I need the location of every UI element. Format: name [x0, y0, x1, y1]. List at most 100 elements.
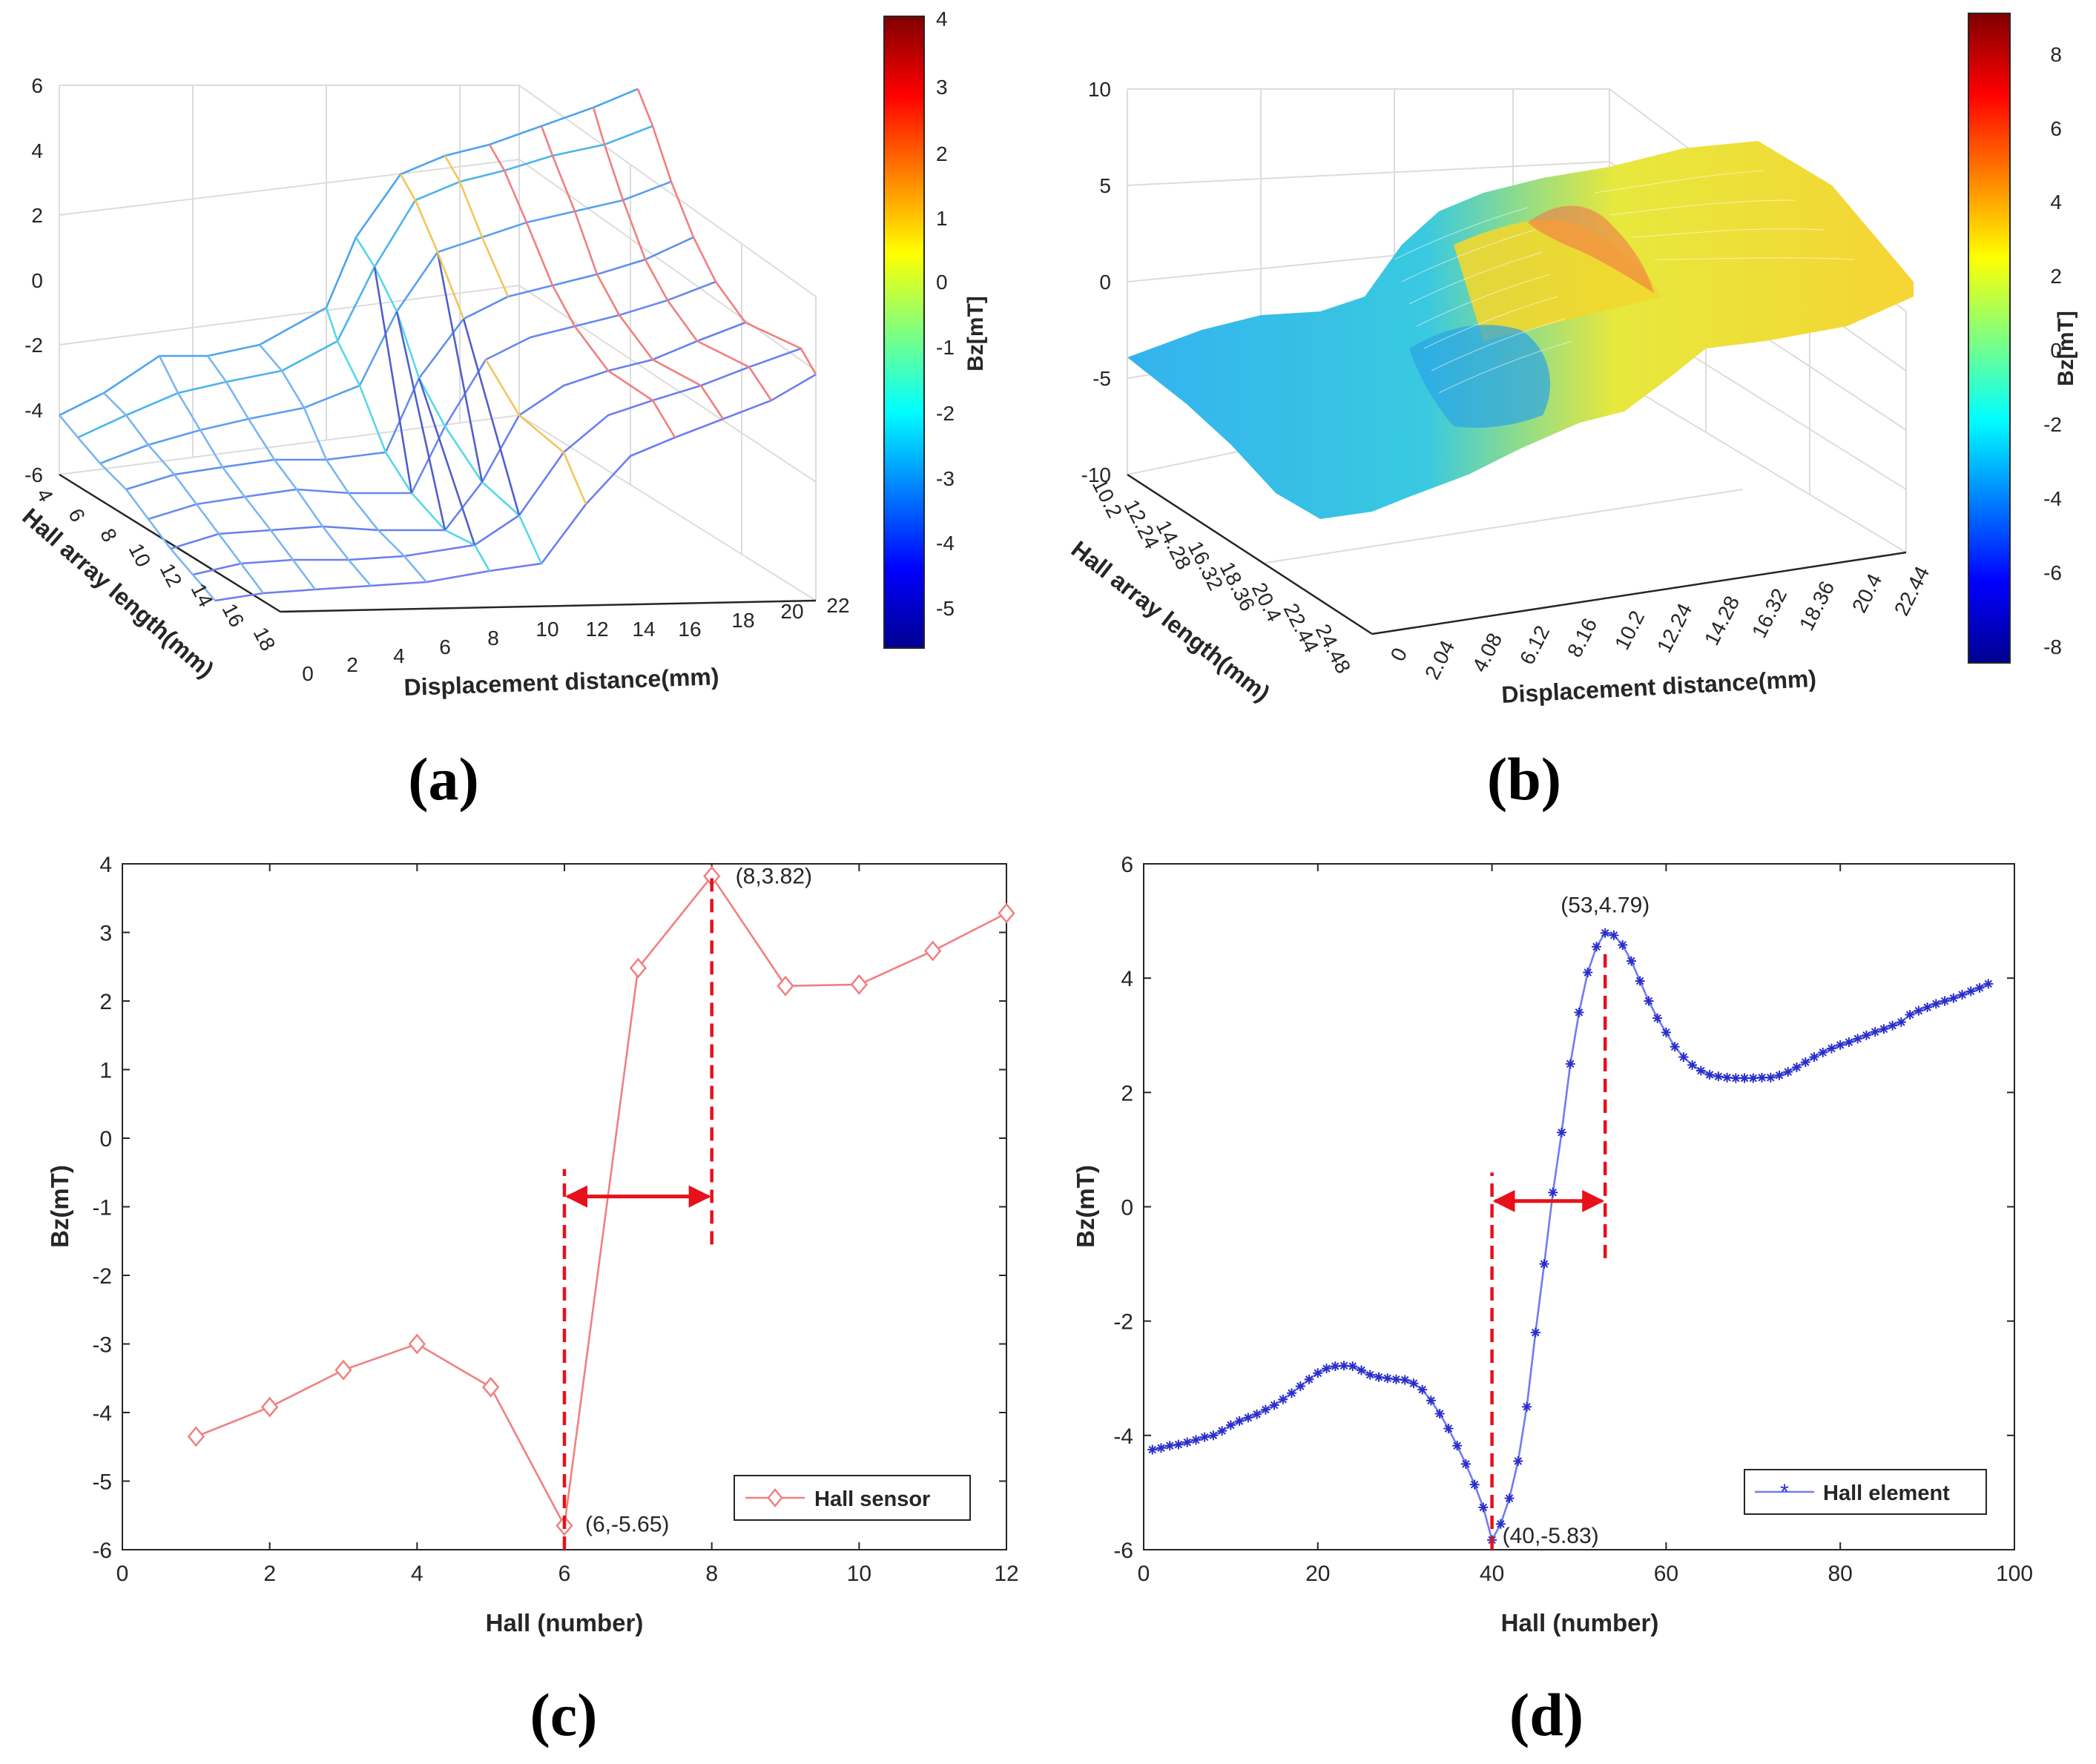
data-point	[1695, 1066, 1706, 1076]
panel-a-colorbar-scale	[883, 16, 925, 649]
data-point	[629, 957, 647, 979]
panel-a-z-tick: 4	[31, 139, 43, 162]
panel-a-x-ticks: 0 2 4 6 8 10 12 14 16 18 20 22	[302, 594, 849, 685]
panel-d-x-label: Hall (number)	[1501, 1609, 1659, 1636]
data-point	[1365, 1370, 1375, 1380]
colorbar-tick: 3	[936, 76, 948, 99]
panel-a: 6 4 2 0 -2 -4 -6 4 6 8 10 12 14 16 18 0 …	[17, 7, 988, 813]
data-point	[1792, 1062, 1802, 1072]
panel-a-label: (a)	[408, 745, 479, 813]
panel-b-z-tick: -5	[1093, 367, 1111, 390]
panel-b-x-tick: 0	[1386, 644, 1412, 665]
data-point	[1495, 1519, 1506, 1529]
panel-a-x-tick: 4	[393, 644, 405, 667]
panel-a-z-ticks: 6 4 2 0 -2 -4 -6	[24, 74, 43, 486]
panel-d: 0 20 40 60 80 100 6 4 2 0 -2 -4 -6 (53,4…	[1072, 853, 2033, 1748]
data-point	[1957, 990, 1968, 1000]
colorbar-tick: -5	[936, 597, 955, 620]
data-point	[1408, 1378, 1419, 1389]
data-point	[1182, 1437, 1193, 1447]
panel-c-y-label: Bz(mT)	[46, 1165, 73, 1248]
panel-b-x-tick: 18.36	[1795, 578, 1839, 635]
data-point	[1287, 1388, 1297, 1398]
legend-entry-hall-sensor: Hall sensor	[814, 1487, 930, 1511]
data-point	[1443, 1424, 1454, 1434]
panel-b-x-tick: 12.24	[1652, 600, 1696, 657]
panel-a-x-tick: 2	[346, 653, 358, 676]
panel-a-x-tick: 0	[302, 662, 314, 685]
panel-b-z-tick: 5	[1099, 174, 1111, 197]
panel-a-x-tick: 10	[535, 618, 558, 641]
panel-d-y-label: Bz(mT)	[1072, 1165, 1099, 1248]
data-point	[1879, 1024, 1889, 1034]
data-point	[1974, 982, 1985, 993]
data-point	[1234, 1416, 1245, 1427]
panel-b-z-tick: 0	[1099, 271, 1111, 294]
panel-b: 10 5 0 -5 -10 10.2 12.24 14.28 16.32 18.…	[1067, 13, 2078, 813]
data-point	[1583, 967, 1593, 977]
data-point	[1713, 1071, 1724, 1082]
data-point	[1217, 1426, 1227, 1436]
panel-d-y-tick: 2	[1121, 1081, 1133, 1106]
data-point	[1748, 1073, 1759, 1083]
panel-b-x-tick: 4.08	[1468, 630, 1506, 676]
data-point	[1626, 956, 1636, 966]
data-point	[1704, 1069, 1715, 1080]
data-point	[1826, 1043, 1836, 1054]
data-point	[1330, 1361, 1340, 1372]
panel-c-legend: Hall sensor	[734, 1475, 971, 1521]
legend-entry-hall-element: Hall element	[1823, 1481, 1950, 1505]
panel-a-y-tick: 18	[249, 624, 280, 655]
panel-b-label: (b)	[1487, 745, 1561, 813]
data-point	[1469, 1479, 1480, 1490]
panel-b-x-axis	[1371, 551, 1907, 635]
panel-b-x-tick: 6.12	[1515, 622, 1554, 669]
data-point	[1208, 1430, 1219, 1441]
colorbar-tick: 2	[936, 142, 948, 165]
data-point	[1190, 1435, 1201, 1445]
data-point	[1304, 1374, 1314, 1384]
diamond-marker-icon	[767, 1488, 783, 1507]
data-point	[1678, 1052, 1689, 1063]
data-point	[1809, 1052, 1819, 1063]
panel-c-y-tick: -6	[92, 1539, 112, 1563]
data-point	[1348, 1361, 1358, 1372]
panel-d-y-tick: 4	[1121, 967, 1133, 991]
colorbar-tick: 0	[936, 271, 948, 294]
data-point	[1513, 1456, 1523, 1467]
panel-c-x-tick: 2	[263, 1562, 276, 1586]
panel-c-y-tick: -2	[92, 1264, 112, 1289]
data-point	[1522, 1401, 1532, 1412]
colorbar-tick: -8	[2043, 635, 2062, 658]
data-point	[1652, 1013, 1663, 1023]
panel-d-x-ticks: 0 20 40 60 80 100	[1138, 1562, 2033, 1586]
panel-c-y-tick: -5	[92, 1470, 112, 1495]
data-point	[1896, 1017, 1906, 1028]
panel-b-x-tick: 22.44	[1890, 563, 1934, 620]
data-point	[1835, 1040, 1845, 1050]
colorbar-tick: -4	[2043, 487, 2062, 510]
panel-a-x-tick: 22	[826, 594, 849, 617]
panel-b-colorbar: 8 6 4 2 0 -2 -4 -6 -8 Bz[mT]	[1968, 13, 2078, 664]
panel-a-colorbar-label: Bz[mT]	[963, 296, 988, 371]
panel-b-x-ticks: 0 2.04 4.08 6.12 8.16 10.2 12.24 14.28 1…	[1386, 563, 1934, 684]
panel-a-y-tick: 8	[96, 525, 122, 546]
data-point	[1983, 979, 1994, 989]
panel-a-x-tick: 12	[585, 618, 608, 641]
panel-d-plot-area	[1143, 863, 2015, 1550]
data-point	[1164, 1441, 1175, 1451]
data-point	[1374, 1372, 1384, 1382]
data-point	[924, 940, 942, 962]
colorbar-tick: 4	[2050, 191, 2062, 214]
panel-b-x-tick: 14.28	[1700, 592, 1744, 650]
panel-b-x-tick: 16.32	[1747, 585, 1791, 642]
panel-d-x-tick: 0	[1138, 1562, 1150, 1586]
data-point	[1417, 1384, 1428, 1395]
colorbar-tick: 0	[2050, 339, 2062, 362]
data-point	[1478, 1502, 1489, 1513]
panel-c: 0 2 4 6 8 10 12 4 3 2 1 0 -1 -2 -3 -4 -5…	[46, 853, 1019, 1748]
data-point	[1382, 1373, 1393, 1384]
panel-d-y-ticks: 6 4 2 0 -2 -4 -6	[1113, 853, 1133, 1563]
panel-a-box	[59, 85, 817, 612]
panel-c-y-tick: 4	[99, 853, 112, 877]
